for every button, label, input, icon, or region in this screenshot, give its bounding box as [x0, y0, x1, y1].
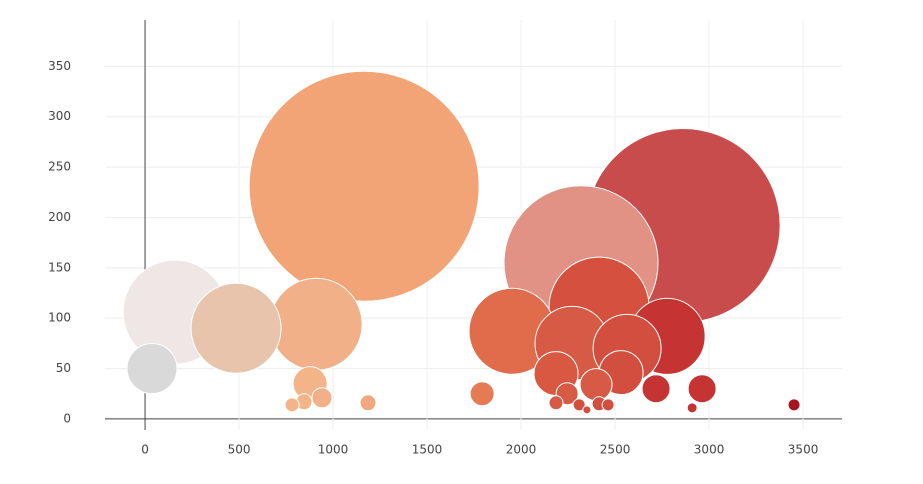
x-tick-label: 0 [141, 443, 149, 457]
y-tick-label: 300 [48, 109, 71, 123]
bubble [284, 397, 300, 413]
y-tick-label: 150 [48, 260, 71, 274]
bubble [601, 398, 615, 412]
y-tick-label: 0 [63, 411, 71, 425]
bubble [469, 381, 495, 407]
x-tick-label: 2500 [600, 443, 631, 457]
x-tick-label: 1500 [412, 443, 443, 457]
y-tick-label: 200 [48, 210, 71, 224]
bubble [359, 394, 377, 412]
x-tick-label: 3500 [788, 443, 819, 457]
bubble [579, 368, 613, 402]
bubble [248, 70, 480, 302]
bubble [641, 374, 671, 404]
y-tick-label: 50 [56, 361, 71, 375]
bubble [190, 282, 282, 374]
bubble [582, 405, 592, 415]
x-tick-label: 500 [228, 443, 251, 457]
y-tick-label: 100 [48, 311, 71, 325]
x-tick-label: 2000 [506, 443, 537, 457]
bubble [686, 402, 698, 414]
bubble [311, 387, 333, 409]
bubble [548, 395, 564, 411]
bubble [269, 277, 363, 371]
x-tick-label: 1000 [318, 443, 349, 457]
y-tick-label: 250 [48, 160, 71, 174]
x-tick-label: 3000 [694, 443, 725, 457]
bubble [572, 398, 586, 412]
y-tick-label: 350 [48, 59, 71, 73]
bubble [787, 398, 801, 412]
bubble [126, 343, 178, 395]
bubble [687, 374, 717, 404]
